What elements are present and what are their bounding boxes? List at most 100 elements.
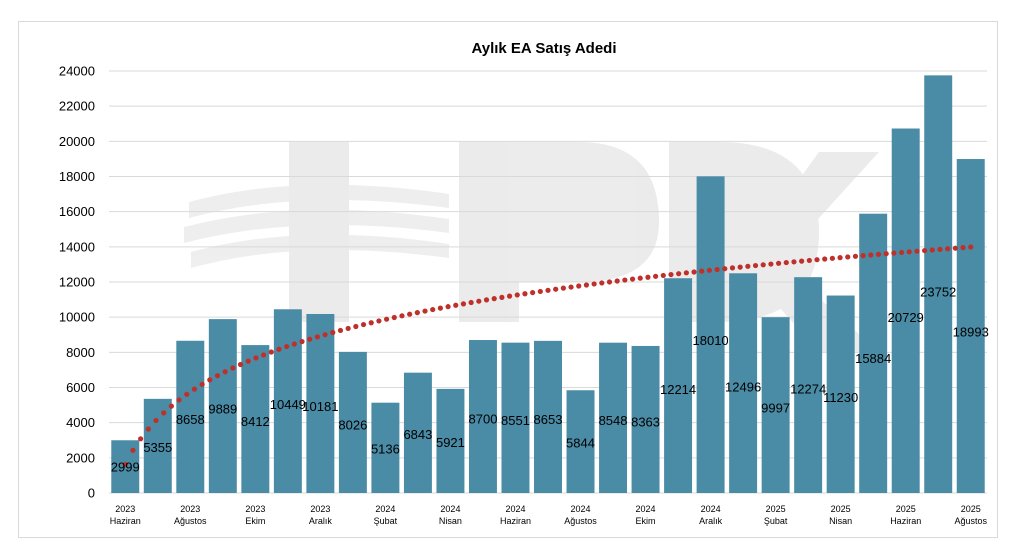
x-tick-year: 2025 [766, 504, 786, 514]
bar [403, 372, 432, 493]
trendline-dot [284, 343, 290, 350]
trendline-dot [560, 285, 566, 291]
trendline-dot [360, 321, 367, 328]
trendline-dot [645, 274, 651, 280]
trendline-dot [722, 266, 728, 272]
x-tick-year: 2023 [180, 504, 200, 514]
bar [859, 213, 888, 493]
x-tick-year: 2025 [961, 504, 981, 514]
trendline-dot [860, 253, 866, 259]
bar [371, 402, 400, 493]
trendline-dot [391, 314, 397, 321]
trendline-dot [791, 259, 797, 265]
trendline-dot [445, 304, 451, 310]
trendline-dot [922, 247, 928, 254]
trendline-dot [775, 260, 782, 266]
trendline-dot [468, 299, 474, 306]
trendline-dot [898, 249, 905, 256]
y-tick-label: 20000 [59, 134, 95, 149]
trendline-dot [268, 349, 274, 355]
y-tick-label: 12000 [59, 275, 95, 290]
trendline-dot [852, 253, 859, 259]
x-tick-month: Ekim [245, 516, 265, 526]
bar-chart: 0 2000 4000 6000 8000 10000 12000 14000 16000 180… [59, 40, 989, 526]
bar [143, 398, 172, 493]
x-tick-year: 2024 [701, 504, 721, 514]
data-label: 12214 [660, 382, 696, 397]
trendline-dot [491, 296, 497, 302]
trendline-dot [622, 277, 628, 283]
bar [599, 342, 628, 493]
y-tick-label: 10000 [59, 310, 95, 325]
trendline-dot [168, 403, 174, 409]
trendline-dot [153, 417, 159, 424]
y-tick-label: 22000 [59, 99, 95, 114]
trendline-dot [499, 294, 505, 300]
y-tick-label: 6000 [66, 380, 95, 395]
bar [696, 176, 725, 494]
data-label: 20729 [888, 310, 924, 325]
trendline-dot [760, 262, 766, 268]
x-tick-month: Aralık [309, 516, 333, 526]
data-label: 10181 [302, 399, 338, 414]
y-tick-label: 18000 [59, 169, 95, 184]
x-tick-year: 2023 [310, 504, 330, 514]
x-tick-month: Şubat [764, 516, 788, 526]
bar [794, 277, 823, 493]
data-label: 5921 [436, 435, 465, 450]
trendline-dot [968, 244, 974, 250]
bar [338, 351, 367, 493]
y-tick-label: 8000 [66, 345, 95, 360]
bar [924, 75, 953, 494]
data-label: 5844 [566, 436, 595, 451]
trendline-dot [729, 265, 736, 271]
trendline-dot [368, 320, 374, 326]
data-label: 2999 [111, 460, 140, 475]
x-tick-year: 2023 [115, 504, 135, 514]
trendline-dot [691, 269, 697, 275]
trendline-dot [345, 325, 351, 332]
data-label: 8548 [599, 413, 628, 428]
trendline-dot [253, 355, 259, 361]
trendline-dot [537, 288, 543, 295]
data-label: 8653 [534, 412, 563, 427]
trendline-dot [207, 377, 213, 383]
data-label: 8700 [469, 412, 498, 427]
bar [891, 128, 920, 493]
data-label: 18010 [693, 333, 729, 348]
trendline-dot [653, 273, 659, 279]
trendline-dot [314, 334, 321, 340]
data-label: 12496 [725, 380, 761, 395]
trendline-dot [184, 391, 190, 397]
trendline-dot [407, 311, 413, 317]
bar [501, 342, 530, 493]
trendline-dot [476, 298, 482, 304]
bar [729, 273, 758, 493]
trendline-dot [837, 255, 843, 261]
x-tick-year: 2024 [375, 504, 395, 514]
data-label: 9889 [208, 402, 237, 417]
chart-frame: 0 2000 4000 6000 8000 10000 12000 14000 16000 180… [18, 21, 998, 538]
trendline-dot [737, 264, 743, 270]
bar [436, 388, 465, 493]
trendline-dot [914, 248, 920, 254]
bar [176, 340, 205, 493]
trendline-dot [376, 318, 382, 324]
trendline-dot [883, 251, 889, 257]
data-label: 11230 [823, 390, 858, 405]
data-label: 6843 [403, 427, 432, 442]
trendline-dot [199, 381, 205, 387]
bar [566, 390, 595, 493]
trendline-dot [322, 332, 328, 338]
trendline-dot [714, 266, 720, 273]
x-tick-month: Ekim [636, 516, 656, 526]
data-label: 8658 [176, 412, 205, 427]
trendline-dot [460, 301, 467, 307]
trendline-dot [960, 244, 966, 251]
trendline-dot [145, 426, 151, 432]
y-tick-label: 16000 [59, 204, 95, 219]
bar [241, 345, 270, 493]
x-tick-month: Haziran [500, 516, 531, 526]
trendline-dot [307, 336, 313, 342]
trendline-dot [614, 278, 620, 284]
